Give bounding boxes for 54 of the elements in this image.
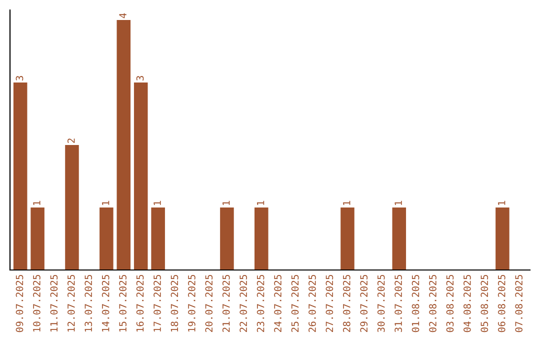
bar (30, 208, 44, 270)
x-tick-label: 16.07.2025 (136, 274, 144, 332)
data-label: 4 (119, 13, 126, 18)
x-tick-label: 17.07.2025 (154, 274, 161, 332)
data-label: 1 (154, 200, 161, 205)
bar (134, 82, 148, 270)
x-tick-label: 06.08.2025 (498, 274, 506, 332)
x-tick-label: 25.07.2025 (291, 274, 299, 332)
bar (13, 82, 28, 270)
data-label: 3 (16, 76, 24, 80)
x-tick-label: 22.07.2025 (240, 274, 248, 332)
bar (392, 208, 406, 270)
x-tick-label: 11.07.2025 (50, 274, 58, 332)
x-tick-label: 07.08.2025 (515, 274, 523, 332)
data-label: 1 (343, 200, 350, 205)
x-tick-label: 12.07.2025 (67, 274, 75, 332)
data-label: 1 (257, 200, 264, 205)
x-tick-label: 27.07.2025 (326, 274, 334, 332)
x-tick-label: 21.07.2025 (222, 274, 230, 332)
data-label: 1 (33, 200, 40, 205)
x-tick-label: 04.08.2025 (464, 274, 471, 332)
data-label: 1 (394, 200, 402, 205)
x-tick-label: 03.08.2025 (446, 274, 454, 332)
x-tick-label: 23.07.2025 (256, 274, 264, 332)
x-tick-label: 20.07.2025 (205, 274, 213, 332)
bar (100, 208, 114, 270)
x-tick-label: 15.07.2025 (119, 274, 126, 332)
data-label: 1 (102, 200, 110, 205)
x-tick-label: 01.08.2025 (412, 274, 420, 332)
data-label: 3 (136, 76, 144, 80)
x-tick-label: 13.07.2025 (84, 274, 92, 332)
x-tick-label: 14.07.2025 (102, 274, 110, 332)
x-tick-label: 05.08.2025 (480, 274, 488, 332)
x-tick-label: 10.07.2025 (33, 274, 40, 332)
bar (220, 208, 234, 270)
x-tick-label: 19.07.2025 (188, 274, 196, 332)
x-tick-label: 09.07.2025 (16, 274, 24, 332)
x-tick-label: 26.07.2025 (308, 274, 316, 332)
bar (340, 208, 354, 270)
x-tick-label: 02.08.2025 (429, 274, 436, 332)
bar (496, 208, 510, 270)
x-tick-label: 31.07.2025 (394, 274, 402, 332)
data-label: 1 (498, 200, 506, 205)
data-label: 2 (67, 138, 75, 143)
x-tick-label: 30.07.2025 (377, 274, 385, 332)
x-tick-label: 24.07.2025 (274, 274, 282, 332)
data-label: 1 (222, 200, 230, 205)
x-tick-label: 18.07.2025 (170, 274, 178, 332)
x-tick-label: 29.07.2025 (360, 274, 368, 332)
bar (254, 208, 268, 270)
bar (116, 20, 131, 270)
bar (65, 145, 79, 270)
bar (151, 208, 165, 270)
x-tick-label: 28.07.2025 (342, 274, 350, 332)
